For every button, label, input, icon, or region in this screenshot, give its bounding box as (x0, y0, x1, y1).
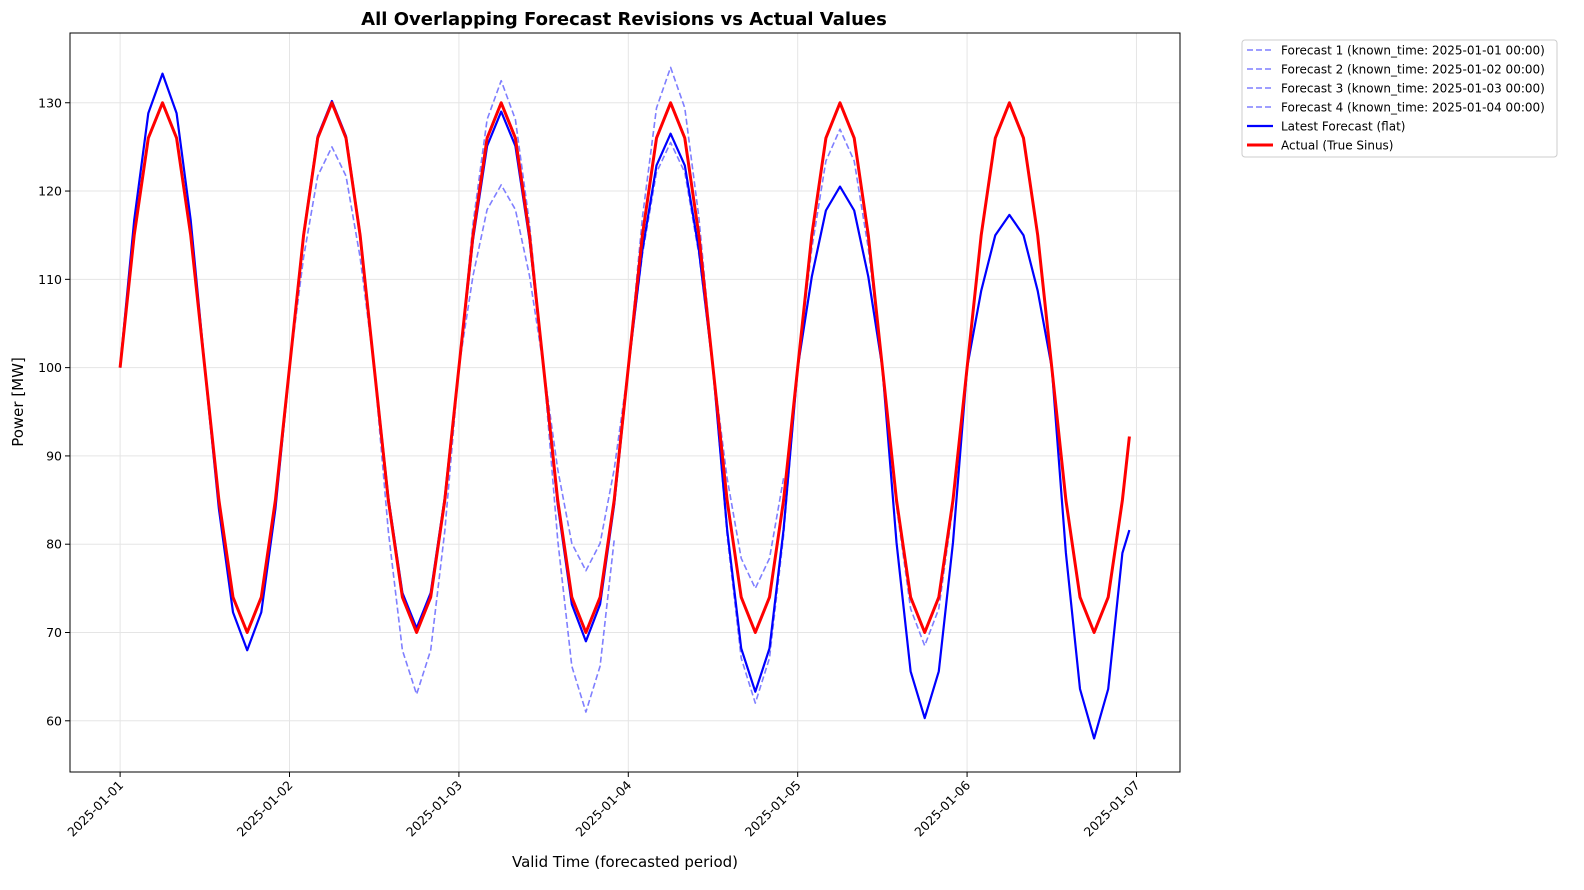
x-axis-label: Valid Time (forecasted period) (512, 853, 738, 871)
legend-label: Forecast 3 (known_time: 2025-01-03 00:00… (1281, 82, 1545, 96)
y-tick-label: 100 (38, 360, 62, 375)
y-tick-label: 110 (38, 272, 62, 287)
y-tick-label: 90 (46, 448, 62, 463)
y-tick-label: 60 (46, 713, 62, 728)
x-tick-label: 2025-01-01 (64, 778, 126, 840)
series-line-3 (458, 110, 954, 704)
y-tick-label: 80 (46, 537, 62, 552)
chart-title: All Overlapping Forecast Revisions vs Ac… (361, 9, 887, 30)
x-axis: 2025-01-01 2025-01-02 2025-01-03 2025-01-04… (64, 772, 1143, 840)
x-tick-label: 2025-01-06 (911, 777, 973, 839)
y-tick-label: 130 (38, 95, 62, 110)
legend-box (1241, 39, 1558, 158)
series-line-4 (627, 132, 1131, 740)
y-axis-label: Power [MW] (9, 357, 27, 447)
legend-label: Forecast 1 (known_time: 2025-01-01 00:00… (1281, 44, 1545, 58)
x-tick-label: 2025-01-05 (742, 778, 804, 840)
x-tick-label: 2025-01-04 (572, 777, 634, 839)
series-line-1 (119, 72, 615, 713)
legend-label: Latest Forecast (flat) (1281, 120, 1405, 134)
y-tick-label: 70 (46, 625, 62, 640)
plot-frame (69, 32, 1181, 773)
y-axis: 60 70 80 90 100 110 120 130 (38, 95, 70, 728)
y-tick-label: 120 (38, 184, 62, 199)
grid (70, 33, 1180, 772)
legend-label: Forecast 4 (known_time: 2025-01-04 00:00… (1281, 101, 1545, 115)
series-line-6 (118, 101, 1131, 634)
x-tick-label: 2025-01-07 (1081, 778, 1143, 840)
series-lines (118, 66, 1131, 740)
legend-label: Forecast 2 (known_time: 2025-01-02 00:00… (1281, 63, 1545, 77)
legend: Forecast 1 (known_time: 2025-01-01 00:00… (1241, 39, 1558, 158)
legend-label: Actual (True Sinus) (1281, 139, 1394, 153)
x-tick-label: 2025-01-02 (234, 778, 296, 840)
x-tick-label: 2025-01-03 (403, 778, 465, 840)
